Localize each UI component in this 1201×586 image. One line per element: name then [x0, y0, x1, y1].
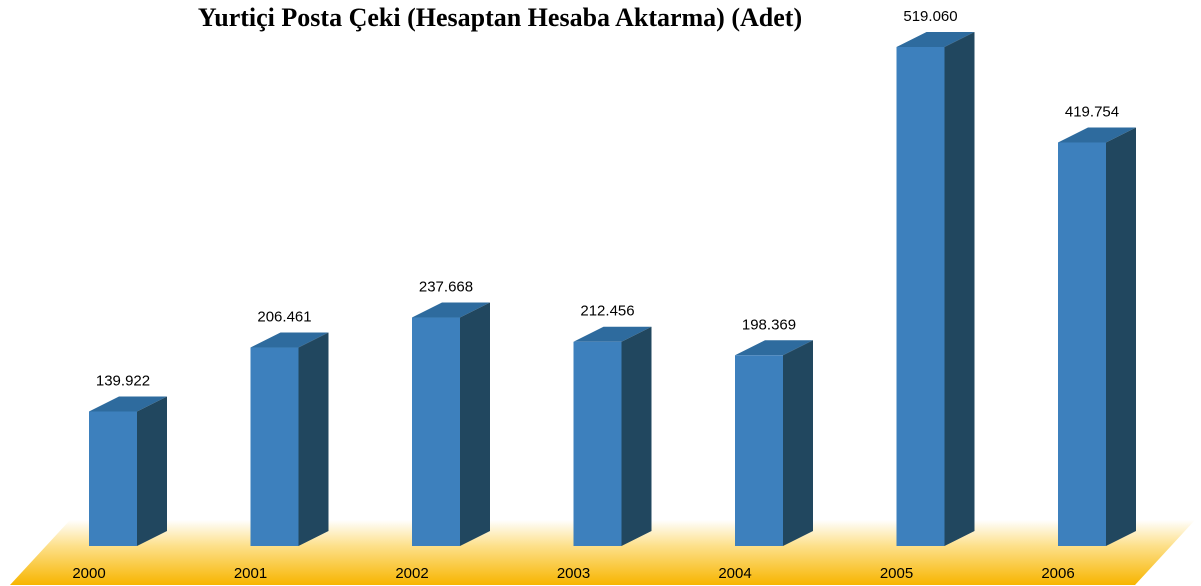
- bar: [250, 347, 299, 546]
- x-tick-label: 2003: [557, 565, 590, 582]
- bar: [1058, 142, 1106, 546]
- bar-top: [250, 332, 329, 348]
- value-label: 198.369: [742, 316, 796, 333]
- x-tick-label: 2001: [234, 565, 267, 582]
- bar-top: [735, 340, 813, 356]
- bar: [735, 355, 783, 546]
- value-label: 519.060: [903, 8, 957, 25]
- bar-top: [573, 326, 652, 342]
- bar-top: [1058, 127, 1136, 143]
- bar-side: [137, 396, 167, 546]
- bar-side: [783, 340, 813, 546]
- bar: [573, 341, 622, 546]
- bar-side: [460, 302, 490, 546]
- value-label: 139.922: [96, 372, 150, 389]
- bar-side: [944, 32, 975, 546]
- bar-top: [412, 302, 490, 318]
- x-tick-label: 2005: [880, 565, 913, 582]
- x-tick-label: 2004: [718, 565, 751, 582]
- bar: [89, 411, 137, 546]
- bar-side: [1106, 127, 1136, 546]
- bar-top: [89, 396, 167, 412]
- value-label: 237.668: [419, 278, 473, 295]
- x-tick-label: 2002: [395, 565, 428, 582]
- bar: [896, 47, 945, 546]
- bar-top: [896, 32, 975, 47]
- x-tick-label: 2006: [1041, 565, 1074, 582]
- value-label: 419.754: [1065, 103, 1119, 120]
- value-label: 206.461: [257, 308, 311, 325]
- bar: [412, 317, 460, 546]
- chart-title: Yurtiçi Posta Çeki (Hesaptan Hesaba Akta…: [198, 3, 802, 32]
- bar-side: [621, 326, 652, 546]
- x-tick-label: 2000: [72, 565, 105, 582]
- value-label: 212.456: [580, 303, 634, 320]
- bar-side: [298, 332, 329, 546]
